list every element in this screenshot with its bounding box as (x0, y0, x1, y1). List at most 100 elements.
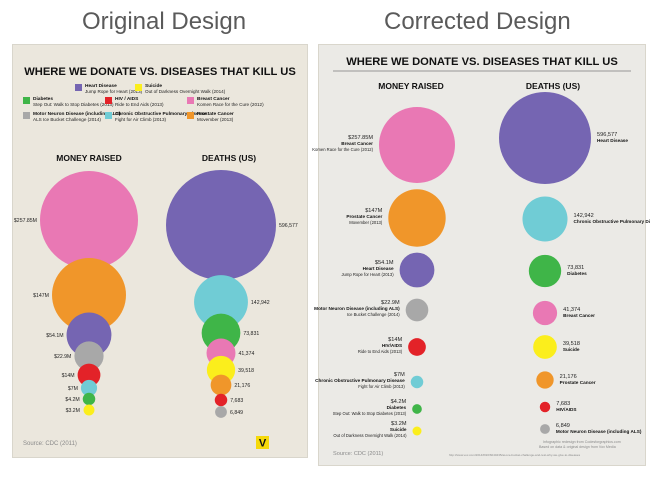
death-name-diabetes: Diabetes (567, 271, 587, 276)
death-name-motor-neuron-disease-including-als: Motor Neuron Disease (including ALS) (556, 429, 642, 434)
original-chart-svg: WHERE WE DONATE VS. DISEASES THAT KILL U… (14, 66, 298, 450)
death-bubble-prostate-cancer (210, 374, 232, 396)
vox-logo-letter: V (259, 438, 267, 450)
corrected-deaths-heading: DEATHS (US) (526, 81, 580, 91)
money-campaign-motor-neuron-disease-including-als: Ice Bucket Challenge (2014) (347, 312, 400, 317)
legend-swatch-hiv-aids (105, 97, 112, 104)
corrected-chart-svg: WHERE WE DONATE VS. DISEASES THAT KILL U… (312, 56, 650, 457)
death-value-suicide: 39,518 (563, 341, 580, 347)
legend-name-chronic-obstructive-pulmonary-disease: Chronic Obstructive Pulmonary Disease (115, 111, 207, 117)
money-bubble-hiv-aids (408, 338, 426, 356)
legend-name-prostate-cancer: Prostate Cancer (197, 111, 234, 117)
money-value-hiv-aids: $14M (388, 337, 402, 343)
death-bubble-chronic-obstructive-pulmonary-disease (194, 275, 248, 329)
money-name-suicide: Suicide (390, 427, 407, 432)
death-name-breast-cancer: Breast Cancer (563, 313, 595, 318)
money-name-chronic-obstructive-pulmonary-disease: Chronic Obstructive Pulmonary Disease (315, 378, 405, 383)
legend-swatch-suicide (135, 84, 142, 91)
footnote-2: Based on data & original design from Vox… (539, 445, 616, 449)
money-name-breast-cancer: Breast Cancer (341, 141, 373, 146)
original-design-poster: WHERE WE DONATE VS. DISEASES THAT KILL U… (12, 44, 308, 458)
legend-swatch-motor-neuron-disease-including-als (23, 112, 30, 119)
money-campaign-prostate-cancer: Movember (2013) (349, 220, 383, 225)
death-value-chronic-obstructive-pulmonary-disease: 142,942 (574, 213, 594, 219)
money-value-breast-cancer: $257.85M (14, 218, 37, 224)
death-value-prostate-cancer: 21,176 (234, 383, 250, 389)
money-bubble-chronic-obstructive-pulmonary-disease (80, 379, 98, 397)
money-value-hiv-aids: $14M (62, 373, 75, 379)
death-name-suicide: Suicide (563, 347, 580, 352)
legend-campaign-heart-disease: Jump Rope for Heart (2013) (85, 89, 143, 94)
death-value-motor-neuron-disease-including-als: 6,849 (556, 423, 570, 429)
original-title: WHERE WE DONATE VS. DISEASES THAT KILL U… (24, 66, 296, 78)
money-name-hiv-aids: HIV/AIDS (382, 343, 402, 348)
money-bubble-hiv-aids (77, 363, 101, 387)
death-value-hiv-aids: 7,683 (230, 398, 243, 404)
death-value-breast-cancer: 41,374 (563, 307, 580, 313)
legend-swatch-diabetes (23, 97, 30, 104)
death-value-hiv-aids: 7,683 (556, 401, 570, 407)
money-value-suicide: $3.2M (66, 408, 80, 414)
money-bubble-motor-neuron-disease-including-als (405, 298, 429, 322)
death-value-motor-neuron-disease-including-als: 6,849 (230, 410, 243, 416)
money-value-heart-disease: $54.1M (46, 333, 63, 339)
legend-campaign-hiv-aids: Ride to End Aids (2013) (115, 102, 164, 107)
legend-campaign-suicide: Out of Darkness Overnight Walk (2014) (145, 89, 226, 94)
death-value-prostate-cancer: 21,176 (560, 374, 577, 380)
vox-logo (256, 436, 269, 449)
money-name-heart-disease: Heart Disease (363, 266, 394, 271)
death-value-breast-cancer: 41,374 (238, 351, 254, 357)
corrected-title: WHERE WE DONATE VS. DISEASES THAT KILL U… (346, 56, 618, 68)
death-bubble-prostate-cancer (536, 371, 554, 389)
money-bubble-heart-disease (399, 252, 435, 288)
death-name-hiv-aids: HIV/AIDS (556, 407, 576, 412)
death-bubble-diabetes (528, 254, 562, 288)
money-campaign-diabetes: Step Out: Walk to Stop Diabetes (2013) (333, 411, 407, 416)
money-value-diabetes: $4.2M (391, 399, 407, 405)
legend-name-heart-disease: Heart Disease (85, 83, 117, 89)
legend-campaign-diabetes: Step Out: Walk to Stop Diabetes (2013) (33, 102, 114, 107)
money-value-motor-neuron-disease-including-als: $22.9M (54, 354, 71, 360)
money-bubble-heart-disease (66, 312, 112, 358)
legend-campaign-breast-cancer: Komen Race for the Cure (2012) (197, 102, 264, 107)
money-campaign-chronic-obstructive-pulmonary-disease: Fight for Air Climb (2013) (358, 384, 405, 389)
death-name-prostate-cancer: Prostate Cancer (560, 380, 596, 385)
death-value-diabetes: 73,831 (243, 331, 259, 337)
legend-swatch-prostate-cancer (187, 112, 194, 119)
death-bubble-motor-neuron-disease-including-als (215, 406, 227, 418)
death-bubble-chronic-obstructive-pulmonary-disease (522, 196, 568, 242)
death-name-chronic-obstructive-pulmonary-disease: Chronic Obstructive Pulmonary Disease (574, 219, 650, 224)
death-bubble-suicide (533, 335, 557, 359)
money-bubble-prostate-cancer (52, 258, 126, 332)
money-value-prostate-cancer: $147M (33, 293, 49, 299)
money-bubble-chronic-obstructive-pulmonary-disease (410, 375, 424, 389)
legend-name-suicide: Suicide (145, 83, 162, 89)
money-value-chronic-obstructive-pulmonary-disease: $7M (68, 386, 78, 392)
footnote-1: Infographic redesign from Codesforgraphi… (543, 440, 621, 444)
death-value-diabetes: 73,831 (567, 265, 584, 271)
money-value-prostate-cancer: $147M (365, 208, 382, 214)
death-value-heart-disease: 596,577 (279, 223, 298, 229)
death-bubble-suicide (206, 355, 236, 385)
legend-campaign-chronic-obstructive-pulmonary-disease: Fight for Air Climb (2013) (115, 117, 167, 122)
original-deaths-heading: DEATHS (US) (202, 153, 256, 163)
death-bubble-breast-cancer (532, 300, 558, 326)
legend-name-hiv-aids: HIV / AIDS (115, 96, 139, 102)
death-bubble-hiv-aids (214, 393, 228, 407)
right-heading: Corrected Design (384, 8, 571, 35)
money-bubble-breast-cancer (40, 171, 138, 269)
money-bubble-suicide (83, 404, 95, 416)
money-value-diabetes: $4.2M (65, 397, 79, 403)
death-name-heart-disease: Heart Disease (597, 138, 628, 143)
legend-swatch-heart-disease (75, 84, 82, 91)
corrected-design-poster: WHERE WE DONATE VS. DISEASES THAT KILL U… (312, 44, 650, 466)
death-bubble-motor-neuron-disease-including-als (540, 424, 550, 434)
death-value-suicide: 39,518 (238, 368, 254, 374)
original-source: Source: CDC (2011) (23, 441, 77, 447)
legend-swatch-breast-cancer (187, 97, 194, 104)
legend-name-diabetes: Diabetes (33, 96, 53, 102)
money-value-heart-disease: $54.1M (375, 260, 394, 266)
money-value-motor-neuron-disease-including-als: $22.9M (381, 300, 400, 306)
legend-name-motor-neuron-disease-including-als: Motor Neuron Disease (including ALS) (33, 111, 121, 117)
death-bubble-heart-disease (499, 92, 591, 184)
